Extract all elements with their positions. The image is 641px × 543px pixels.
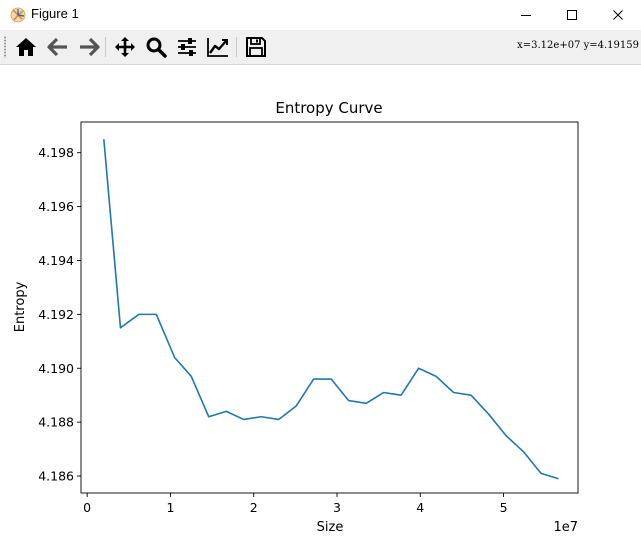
pan-button[interactable] — [112, 35, 138, 59]
data-point — [102, 137, 106, 141]
data-point — [522, 450, 526, 454]
x-axis-label: Size — [317, 520, 344, 535]
data-point — [469, 393, 473, 397]
entropy-series-line — [103, 139, 559, 480]
data-point — [399, 393, 403, 397]
arrow-left-icon — [47, 37, 67, 57]
data-point — [173, 355, 177, 359]
x-tick-label: 0 — [83, 500, 91, 515]
close-icon — [613, 10, 623, 20]
minimize-button[interactable] — [503, 0, 549, 30]
data-point — [277, 417, 281, 421]
chart-title: Entropy Curve — [275, 99, 382, 117]
plot-frame-border — [80, 121, 579, 494]
move-icon — [115, 37, 135, 57]
minimize-icon — [521, 15, 531, 16]
toolbar-grip[interactable] — [4, 36, 6, 58]
data-point — [312, 377, 316, 381]
toolbar-separator — [105, 37, 106, 57]
line-chart-icon — [207, 38, 228, 57]
zoom-button[interactable] — [143, 35, 169, 59]
save-button[interactable] — [243, 35, 269, 59]
window-title: Figure 1 — [31, 6, 79, 21]
y-tick-label: 4.194 — [38, 253, 74, 268]
forward-button[interactable] — [76, 35, 102, 59]
home-icon — [16, 38, 36, 56]
floppy-disk-icon — [246, 37, 266, 57]
toolbar-separator — [236, 37, 237, 57]
data-point — [224, 409, 228, 413]
data-point — [118, 326, 122, 330]
sliders-icon — [178, 38, 196, 56]
arrow-right-icon — [80, 37, 100, 57]
y-tick-label: 4.196 — [38, 199, 74, 214]
y-axis: 4.186 4.188 4.190 4.192 4.194 4.196 4.198 — [38, 145, 81, 484]
data-point — [189, 374, 193, 378]
maximize-button[interactable] — [549, 0, 595, 30]
navigation-toolbar — [0, 30, 641, 65]
cursor-coordinates: x=3.12e+07 y=4.19159 — [517, 40, 639, 51]
y-tick-label: 4.186 — [38, 469, 74, 484]
data-point — [137, 312, 141, 316]
y-tick-label: 4.190 — [38, 361, 74, 376]
data-point — [154, 312, 158, 316]
figure-canvas[interactable]: Entropy Curve 4.186 4.188 4.190 4.192 4.194 4… — [0, 65, 641, 539]
plot-area[interactable] — [81, 122, 578, 493]
title-bar[interactable]: Figure 1 — [0, 0, 641, 30]
data-point — [557, 477, 561, 481]
data-point — [347, 399, 351, 403]
data-point — [417, 366, 421, 370]
data-point — [294, 404, 298, 408]
x-tick-label: 4 — [416, 500, 424, 515]
x-tick-label: 1 — [166, 500, 174, 515]
y-tick-label: 4.188 — [38, 415, 74, 430]
x-tick-label: 5 — [500, 500, 508, 515]
y-axis-label: Entropy — [13, 281, 28, 332]
data-point — [539, 471, 543, 475]
close-button[interactable] — [595, 0, 641, 30]
maximize-icon — [567, 10, 577, 20]
data-point — [487, 412, 491, 416]
data-point — [452, 391, 456, 395]
data-point — [242, 417, 246, 421]
subplots-button[interactable] — [174, 35, 200, 59]
x-offset-text: 1e7 — [553, 520, 578, 535]
data-point — [207, 415, 211, 419]
x-axis: 0 1 2 3 4 5 — [83, 493, 508, 515]
data-point — [504, 434, 508, 438]
data-point — [364, 401, 368, 405]
edit-axes-button[interactable] — [205, 35, 231, 59]
entropy-chart[interactable]: Entropy Curve 4.1864.1884.1904.1924.1944… — [0, 65, 641, 539]
data-point — [382, 391, 386, 395]
y-tick-label: 4.192 — [38, 307, 74, 322]
home-button[interactable] — [13, 35, 39, 59]
data-point — [434, 374, 438, 378]
back-button[interactable] — [45, 35, 71, 59]
data-point — [259, 415, 263, 419]
y-tick-label: 4.198 — [38, 145, 74, 160]
magnifier-icon — [146, 37, 167, 58]
x-tick-label: 3 — [333, 500, 341, 515]
data-point — [329, 377, 333, 381]
x-tick-label: 2 — [250, 500, 258, 515]
matplotlib-logo-icon — [10, 7, 26, 23]
